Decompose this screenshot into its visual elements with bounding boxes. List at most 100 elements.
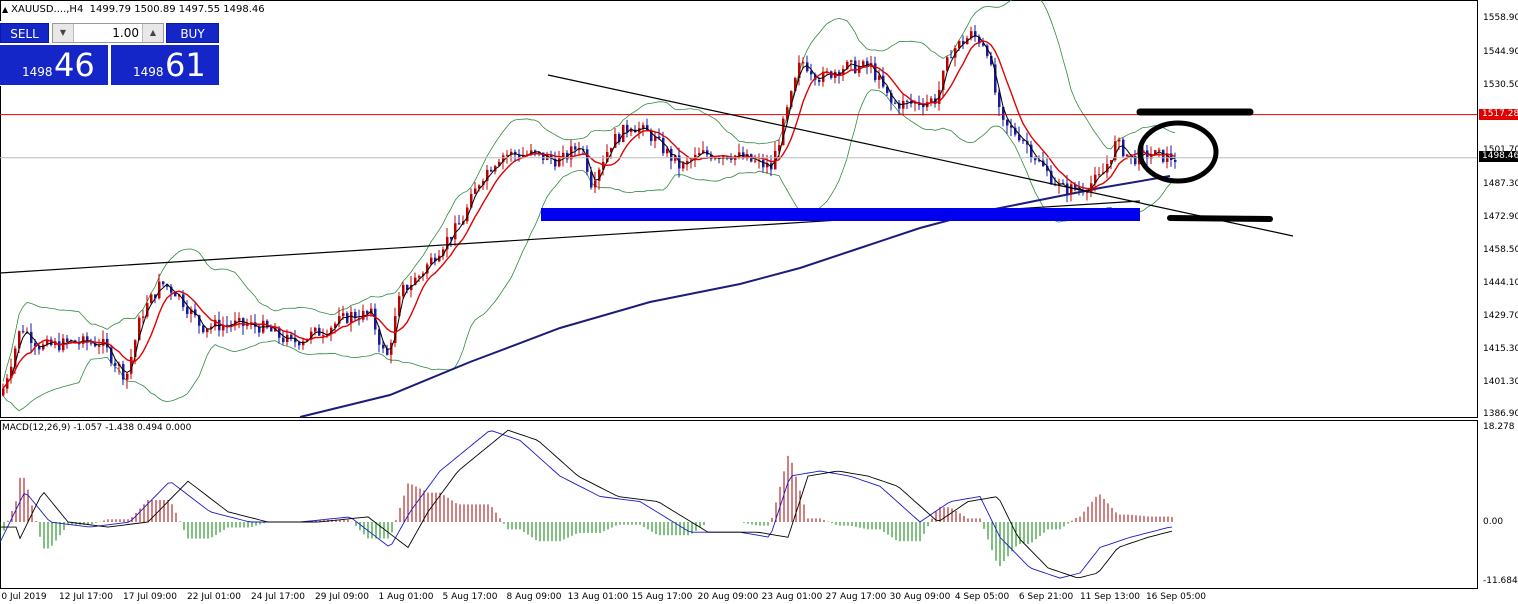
triangle-up-icon[interactable]: ▲ <box>2 5 9 14</box>
macd-axis-label: -11.684 <box>1483 576 1518 586</box>
candle-body <box>226 324 229 326</box>
candle-body <box>1066 183 1069 195</box>
price-axis-label: 1458.50 <box>1483 245 1518 255</box>
candle-body <box>10 366 13 379</box>
candle-body <box>738 152 741 156</box>
current-price-tag: 1498.46 <box>1479 151 1518 162</box>
candle-body <box>338 316 341 324</box>
spin-down-icon[interactable]: ▼ <box>53 24 74 42</box>
candle-body <box>578 149 581 151</box>
candle-body <box>350 311 353 323</box>
moving-averages <box>2 34 1176 390</box>
candle-body <box>1114 141 1117 161</box>
time-axis-label: 29 Jul 09:00 <box>315 592 369 602</box>
candle-body <box>986 45 989 56</box>
price-axis-label: 1530.50 <box>1483 80 1518 90</box>
candle-body <box>950 57 953 59</box>
candle-body <box>890 92 893 103</box>
price-axis-label: 1487.30 <box>1483 179 1518 189</box>
candle-body <box>662 138 665 154</box>
candle-body <box>970 31 973 39</box>
candle-body <box>458 223 461 225</box>
candle-body <box>354 311 357 319</box>
candle-body <box>930 98 933 103</box>
candle-body <box>446 236 449 250</box>
candle-body <box>382 344 385 349</box>
candle-body <box>66 338 69 342</box>
candle-body <box>766 163 769 168</box>
candle-body <box>322 335 325 337</box>
lot-size-value[interactable]: 1.00 <box>112 26 139 40</box>
price-axis-label: 1429.70 <box>1483 311 1518 321</box>
time-axis-label: 4 Sep 05:00 <box>954 592 1010 602</box>
ask-price-box[interactable]: 1498 61 <box>111 45 219 85</box>
time-axis-label: 13 Aug 01:00 <box>567 592 629 602</box>
price-axis-label: 1501.70 <box>1483 145 1518 155</box>
time-axis-label: 6 Sep 21:00 <box>1018 592 1074 602</box>
candle-body <box>94 343 97 347</box>
bid-price-box[interactable]: 1498 46 <box>0 45 108 85</box>
candle-body <box>654 136 657 141</box>
candle-body <box>810 71 813 75</box>
candle-body <box>310 331 313 339</box>
candle-body <box>1174 160 1177 162</box>
sell-button[interactable]: SELL <box>0 23 49 43</box>
time-axis-label: 12 Jul 17:00 <box>59 592 113 602</box>
buy-button[interactable]: BUY <box>166 23 219 43</box>
price-axis-label: 1444.10 <box>1483 278 1518 288</box>
candle-body <box>1158 149 1161 151</box>
candle-body <box>170 286 173 293</box>
candle-body <box>558 157 561 167</box>
ohlc-values: 1499.79 1500.89 1497.55 1498.46 <box>89 4 265 15</box>
candle-body <box>114 362 117 366</box>
candle-body <box>1046 166 1049 171</box>
time-axis-label: 11 Sep 13:00 <box>1079 592 1141 602</box>
candle-body <box>1070 184 1073 195</box>
lower-band <box>2 89 1176 412</box>
candle-body <box>1050 170 1053 184</box>
candle-body <box>550 154 553 159</box>
candle-body <box>730 158 733 160</box>
candle-body <box>298 342 301 346</box>
candle-body <box>846 61 849 69</box>
candle-body <box>202 325 205 333</box>
candle-body <box>230 325 233 327</box>
candle-body <box>1094 174 1097 184</box>
candle-body <box>86 336 89 343</box>
candle-body <box>1010 125 1013 128</box>
time-axis-label: 5 Aug 17:00 <box>442 592 498 602</box>
candle-body <box>1074 184 1077 190</box>
macd-axis-label: 18.278 <box>1483 422 1515 432</box>
chart-header: ▲ XAUUSD....,H4 1499.79 1500.89 1497.55 1… <box>0 4 265 15</box>
price-axis-label: 1401.30 <box>1483 377 1518 387</box>
candle-body <box>122 364 125 380</box>
candle-body <box>562 152 565 158</box>
candle-body <box>266 320 269 328</box>
candle-body <box>506 154 509 156</box>
candle-body <box>378 329 381 345</box>
time-axis-label: 30 Aug 09:00 <box>889 592 951 602</box>
spin-up-icon[interactable]: ▲ <box>142 24 163 42</box>
candle-body <box>806 62 809 72</box>
candle-body <box>838 71 841 75</box>
candle-body <box>954 48 957 58</box>
candle-body <box>190 309 193 314</box>
candle-body <box>894 102 897 104</box>
lot-size-stepper[interactable]: ▼ 1.00 ▲ <box>52 23 164 43</box>
candle-body <box>90 342 93 344</box>
candle-body <box>442 249 445 256</box>
resistance-price-tag: 1517.28 <box>1479 109 1518 120</box>
time-axis-label: 1 Aug 01:00 <box>378 592 434 602</box>
candle-body <box>1086 191 1089 193</box>
candle-body <box>270 327 273 332</box>
candle-body <box>482 181 485 186</box>
candle-body <box>822 71 825 82</box>
candle-body <box>1162 149 1165 162</box>
candle-body <box>1142 150 1145 152</box>
candle-body <box>862 61 865 66</box>
candle-body <box>206 328 209 333</box>
candle-body <box>1090 183 1093 192</box>
candle-body <box>554 158 557 167</box>
candle-body <box>762 159 765 168</box>
